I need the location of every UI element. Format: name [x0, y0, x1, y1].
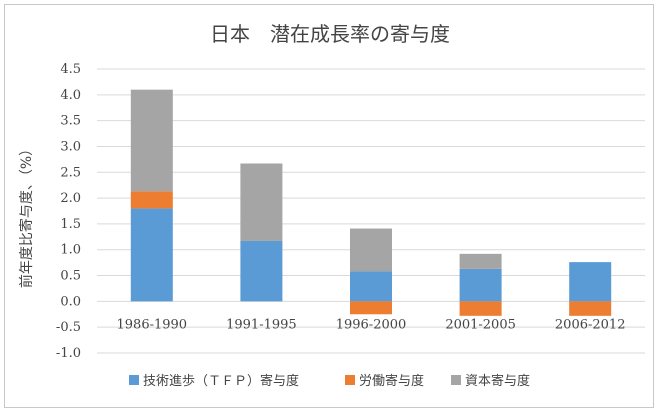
- legend-swatch: [345, 375, 355, 385]
- y-tick-label: 1.5: [60, 217, 81, 232]
- y-tick-label: 3.0: [60, 139, 81, 154]
- x-category-label: 1986-1990: [117, 317, 188, 332]
- bar-1996-2000-series-0: [350, 271, 392, 302]
- y-tick-label: 4.0: [60, 88, 81, 103]
- legend-swatch: [451, 375, 461, 385]
- x-category-label: 2001-2005: [445, 317, 516, 332]
- bar-1986-1990-series-1: [130, 191, 173, 209]
- y-tick-label: 2.0: [60, 191, 81, 206]
- bar-2001-2005-series-0: [459, 268, 502, 302]
- y-tick-label: 0.0: [60, 294, 81, 309]
- chart-title: 日本 潜在成長率の寄与度: [210, 22, 450, 46]
- bar-2001-2005-series-2: [459, 253, 502, 269]
- bars-layer: [130, 89, 612, 316]
- x-category-label: 1991-1995: [226, 317, 297, 332]
- bar-1986-1990-series-0: [130, 208, 173, 302]
- legend: 技術進歩（ＴＦＰ）寄与度 労働寄与度 資本寄与度: [129, 373, 530, 389]
- y-tick-label: -0.5: [56, 320, 81, 335]
- chart-frame: 日本 潜在成長率の寄与度 4.5 4.0 3.5 3.0 2.5 2.0 1.5 1.0 0.5…: [4, 4, 654, 408]
- y-axis-label: 前年度比寄与度、（%）: [18, 142, 35, 288]
- bar-1996-2000-series-1: [350, 301, 392, 315]
- y-tick-label: -1.0: [56, 346, 81, 361]
- legend-label: 資本寄与度: [465, 373, 530, 389]
- bar-1991-1995-series-2: [240, 163, 283, 241]
- bar-1991-1995-series-0: [240, 240, 283, 302]
- bar-1986-1990-series-2: [130, 89, 173, 192]
- x-axis-categories: 1986-1990 1991-1995 1996-2000 2001-2005 2006…: [117, 317, 626, 332]
- y-tick-label: 2.5: [60, 165, 81, 180]
- y-tick-label: 3.5: [60, 114, 81, 129]
- y-tick-label: 0.5: [60, 269, 81, 284]
- bar-2001-2005-series-1: [459, 301, 502, 316]
- bar-2006-2012-series-1: [569, 301, 612, 316]
- legend-label: 労働寄与度: [359, 373, 424, 389]
- y-tick-label: 4.5: [60, 62, 81, 77]
- legend-label: 技術進歩（ＴＦＰ）寄与度: [143, 373, 299, 389]
- y-axis-ticks: 4.5 4.0 3.5 3.0 2.5 2.0 1.5 1.0 0.5 0.0 -0.5 -1.0: [56, 62, 81, 361]
- bar-1996-2000-series-2: [350, 228, 392, 272]
- x-category-label: 2006-2012: [555, 317, 626, 332]
- bar-2006-2012-series-0: [569, 262, 612, 302]
- x-category-label: 1996-2000: [336, 317, 407, 332]
- legend-swatch: [129, 375, 139, 385]
- y-tick-label: 1.0: [60, 243, 81, 258]
- chart-svg: 日本 潜在成長率の寄与度 4.5 4.0 3.5 3.0 2.5 2.0 1.5 1.0 0.5…: [18, 22, 645, 389]
